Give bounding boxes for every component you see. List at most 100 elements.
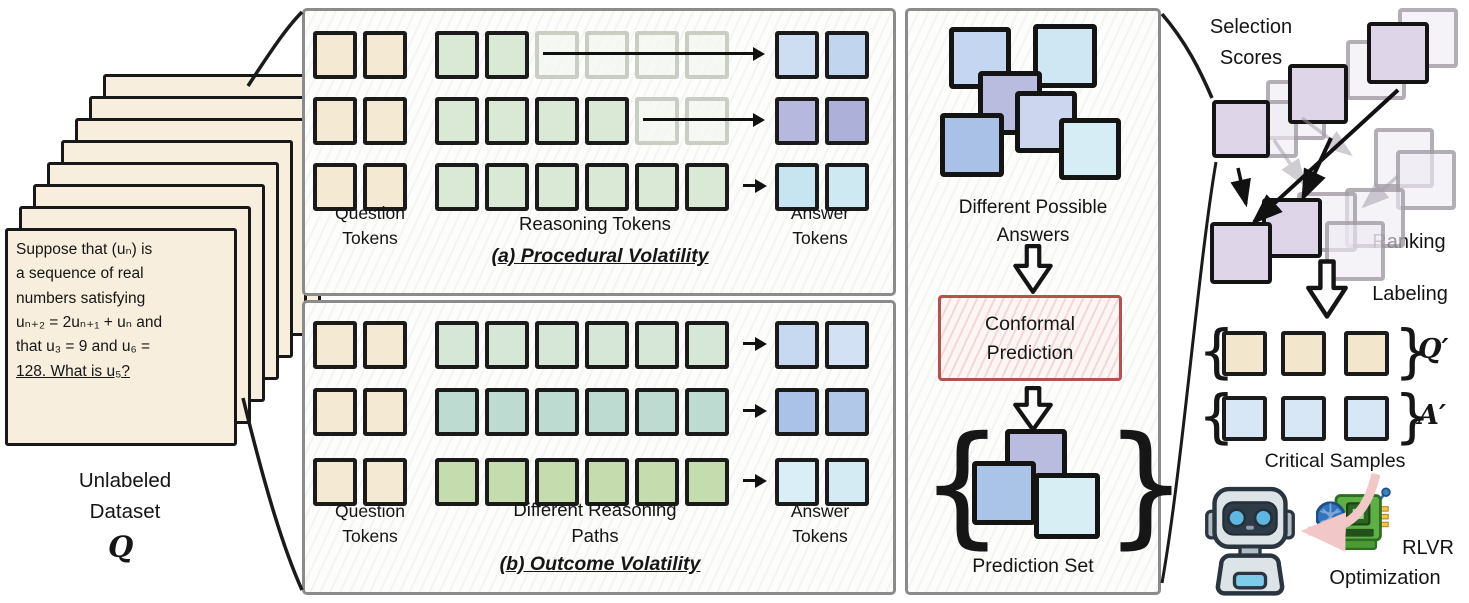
- label-line: Question: [334, 203, 406, 223]
- faded-candidate-square: [1297, 192, 1357, 252]
- prediction-set-label: Prediction Set: [972, 555, 1094, 577]
- question-token: [363, 458, 407, 506]
- token-row: [305, 388, 893, 440]
- reasoning-token: [435, 163, 479, 211]
- rlvr-optimization-label: Optimization: [1329, 567, 1441, 589]
- panel-b-title: (b) Outcome Volatility: [499, 553, 701, 575]
- answer-token: [825, 97, 869, 145]
- label-line: Different Possible: [958, 197, 1108, 218]
- question-token: [313, 163, 357, 211]
- faded-candidate-square: [1240, 100, 1298, 158]
- ghost-token: [685, 97, 729, 145]
- label-line: Paths: [571, 524, 619, 546]
- brace-close-icon: }: [1394, 382, 1431, 450]
- reasoning-token: [485, 321, 529, 369]
- answer-token: [825, 321, 869, 369]
- dataset-symbol: Q: [108, 530, 134, 564]
- selected-candidate-square: [1210, 222, 1272, 284]
- answer-square: [940, 113, 1004, 177]
- question-token: [363, 388, 407, 436]
- reasoning-token: [585, 97, 629, 145]
- question-token: [313, 458, 357, 506]
- reasoning-token: [585, 388, 629, 436]
- critical-question-sample: [1281, 331, 1326, 376]
- reasoning-token: [685, 458, 729, 506]
- flow-arrow: [743, 403, 767, 418]
- question-token: [313, 321, 357, 369]
- label-line: Different Reasoning: [513, 499, 677, 520]
- question-token: [313, 388, 357, 436]
- label-line: Tokens: [792, 525, 848, 546]
- conformal-box-line: Prediction: [986, 342, 1074, 365]
- reasoning-token: [535, 321, 579, 369]
- reasoning-token: [585, 321, 629, 369]
- dataset-label: Unlabeled Dataset: [30, 466, 220, 528]
- label-line: Scores: [1219, 47, 1283, 69]
- reasoning-token: [685, 321, 729, 369]
- critical-question-sample: [1344, 331, 1389, 376]
- question-card-stack: Suppose that (uₙ) is a sequence of real …: [0, 0, 350, 603]
- panel-a-rows: [305, 11, 893, 293]
- critical-answer-sample: [1281, 396, 1326, 441]
- question-token: [363, 321, 407, 369]
- dataset-label-line: Dataset: [89, 499, 161, 523]
- card-line: 128. What is u₅?: [16, 362, 130, 380]
- token-row: [305, 31, 893, 83]
- answer-token: [825, 163, 869, 211]
- panel-b-rows: [305, 303, 893, 592]
- selected-candidate-square: [1367, 22, 1429, 84]
- answer-token: [775, 163, 819, 211]
- selected-candidate-square: [1262, 198, 1322, 258]
- answer-square: [1033, 24, 1097, 88]
- reasoning-token: [585, 458, 629, 506]
- faded-candidate-square: [1266, 80, 1326, 140]
- answer-tokens-label: Answer Tokens: [757, 499, 883, 548]
- ranking-label: Ranking: [1372, 231, 1446, 253]
- faded-ranking-arrow: [1361, 174, 1400, 209]
- robot-icon: [1205, 486, 1295, 596]
- faded-ranking-arrow: [1272, 139, 1306, 187]
- critical-samples-label: Critical Samples: [1264, 450, 1406, 472]
- different-reasoning-paths-label: Different Reasoning Paths: [435, 497, 755, 549]
- flow-arrow: [743, 473, 767, 488]
- a-prime-symbol: A′: [1418, 400, 1447, 431]
- token-row: [305, 321, 893, 373]
- answer-token: [825, 458, 869, 506]
- reasoning-token: [435, 458, 479, 506]
- prediction-set-squares: [908, 11, 1158, 592]
- token-row: [305, 458, 893, 510]
- reasoning-token: [485, 31, 529, 79]
- ghost-token: [585, 31, 629, 79]
- label-line: Question: [334, 501, 406, 521]
- faded-candidate-square: [1398, 8, 1458, 68]
- brace-open-icon: {: [1198, 317, 1235, 385]
- reasoning-token: [585, 163, 629, 211]
- reasoning-token: [635, 388, 679, 436]
- answer-square: [1059, 118, 1121, 180]
- answer-token: [775, 97, 819, 145]
- panel-a: Question Tokens Reasoning Tokens (a) Pro…: [302, 8, 896, 296]
- prediction-set-square: [1034, 473, 1100, 539]
- question-token: [313, 97, 357, 145]
- card-line: uₙ₊₂ = 2uₙ₊₁ + uₙ and: [16, 313, 163, 331]
- reasoning-token: [435, 97, 479, 145]
- chip-icon: [1316, 487, 1391, 550]
- ranking-arrow: [1251, 88, 1400, 225]
- faded-candidate-square: [1374, 128, 1434, 188]
- question-tokens-label: Question Tokens: [313, 499, 427, 548]
- conformal-prediction-box: Conformal Prediction: [938, 295, 1122, 381]
- reasoning-token: [535, 163, 579, 211]
- reasoning-token: [485, 163, 529, 211]
- reasoning-token: [635, 163, 679, 211]
- reasoning-token: [635, 321, 679, 369]
- reasoning-token: [535, 458, 579, 506]
- reasoning-token: [635, 458, 679, 506]
- reasoning-token: [435, 388, 479, 436]
- question-token: [363, 31, 407, 79]
- ghost-token: [635, 97, 679, 145]
- selection-scores-label: Selection Scores: [1185, 12, 1317, 74]
- question-token: [363, 97, 407, 145]
- brace-open-icon: {: [1198, 382, 1235, 450]
- down-arrow-icon: [1306, 259, 1348, 319]
